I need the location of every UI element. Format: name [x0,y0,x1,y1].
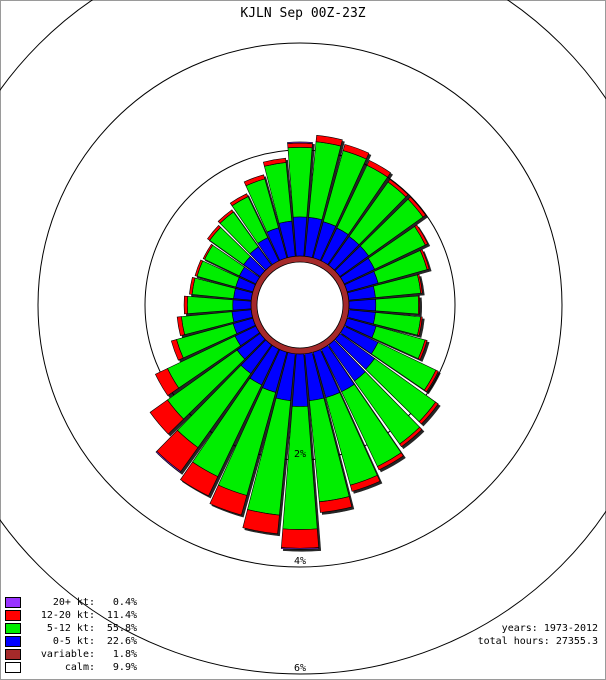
bar-270-12-20kt [183,295,188,315]
bar-180-20pluskt [280,547,320,550]
bar-200-12-20kt [209,484,248,516]
bar-330-12-20kt [229,193,249,207]
ring-2 [37,42,563,568]
chart-title: KJLN Sep 00Z-23Z [240,6,366,21]
bar-0-12-20kt [287,142,313,149]
bar-10-12-20kt [315,134,343,147]
legend-label: 5-12 kt: [46,623,95,634]
bar-50-12-20kt [407,196,427,218]
bar-180-12-20kt [281,528,319,549]
legend-label: variable: [40,649,95,660]
bar-210-12-20kt [179,461,219,497]
legend-value: 9.9% [112,662,137,673]
legend-value: 0.4% [112,597,137,608]
bar-90-5-12kt [375,295,419,315]
bar-150-12-20kt [376,452,404,471]
legend-label: calm: [64,662,95,673]
legend-swatch [5,636,21,647]
legend-item-0-5: 0-5 kt: 22.6% [5,635,137,648]
bar-80-12-20kt [417,274,423,294]
bar-230-12-20kt [149,399,184,435]
bar-170-12-20kt [318,496,353,513]
legend-swatch [5,597,21,608]
bar-70-12-20kt [419,249,430,270]
bar-0-20pluskt [287,141,313,144]
bar-300-12-20kt [202,243,214,260]
legend-swatch [5,610,21,621]
bar-260-12-20kt [176,316,185,337]
legend-value: 1.8% [112,649,137,660]
legend-item-12-20: 12-20 kt: 11.4% [5,609,137,622]
bars [149,134,439,550]
bar-320-12-20kt [217,209,234,224]
bar-110-12-20kt [417,339,428,360]
bar-350-12-20kt [262,157,287,167]
legend-swatch [5,623,21,634]
bar-270-0-5kt [232,299,253,311]
bar-120-12-20kt [423,369,439,393]
legend-value: 11.4% [106,610,137,621]
ring-label: 2% [294,449,306,460]
legend-label: 20+ kt: [52,597,95,608]
legend-item-5-12: 5-12 kt: 55.8% [5,622,137,635]
bar-30-12-20kt [366,159,392,178]
bar-290-12-20kt [194,259,204,277]
bar-240-12-20kt [154,368,180,397]
bar-280-12-20kt [189,276,196,295]
calm-circle [256,261,344,349]
bar-60-12-20kt [414,224,429,246]
bar-130-12-20kt [418,401,439,425]
legend: 20+ kt: 0.4% 12-20 kt: 11.4% 5-12 kt: 55… [5,596,137,674]
years-text: years: 1973-2012 [501,623,598,634]
legend-label: 12-20 kt: [40,610,95,621]
footer-info: years: 1973-2012 total hours: 27355.3 [478,622,598,648]
bar-160-12-20kt [349,474,381,492]
legend-value: 55.8% [106,623,137,634]
legend-swatch [5,649,21,660]
bar-340-12-20kt [243,174,266,187]
bar-40-12-20kt [387,178,409,198]
legend-label: 0-5 kt: [52,636,95,647]
bar-140-12-20kt [399,426,423,448]
bar-20-12-20kt [342,144,370,160]
ring-label: 6% [294,663,306,674]
legend-item-variable: variable: 1.8% [5,648,137,661]
legend-swatch [5,662,21,673]
bar-90-12-20kt [417,295,420,315]
bar-190-12-20kt [242,509,280,535]
ring-label: 4% [294,556,306,567]
legend-value: 22.6% [106,636,137,647]
bar-250-12-20kt [170,339,184,361]
bar-90-0-5kt [347,298,377,312]
legend-item-calm: calm: 9.9% [5,661,137,674]
legend-item-20plus: 20+ kt: 0.4% [5,596,137,609]
bar-220-20pluskt [155,450,182,473]
bar-100-12-20kt [417,316,423,336]
bar-310-12-20kt [207,224,222,241]
total-hours-text: total hours: 27355.3 [477,636,598,647]
